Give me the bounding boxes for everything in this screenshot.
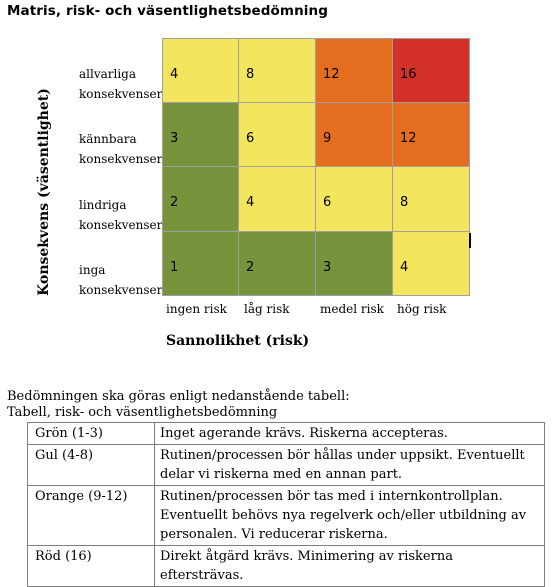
matrix-cell-value: 3 (323, 259, 332, 275)
matrix-cell: 4 (162, 38, 239, 103)
matrix-cell: 3 (316, 231, 393, 296)
legend-description: Rutinen/processen bör tas med i internko… (154, 485, 545, 546)
matrix-cell-value: 6 (323, 195, 332, 210)
row-label-lindriga: lindriga konsekvenser (79, 195, 162, 235)
matrix-cell: 9 (316, 102, 393, 167)
matrix-cell: 4 (393, 231, 470, 296)
legend-description: Direkt åtgärd krävs. Minimering av riske… (154, 545, 545, 587)
matrix-cell-value: 4 (246, 195, 255, 210)
row-label-line: konsekvenser (79, 283, 163, 297)
table-row: Orange (9-12) Rutinen/processen bör tas … (27, 485, 545, 546)
row-label-line: konsekvenser (79, 218, 163, 232)
matrix-cell: 3 (162, 102, 239, 167)
legend-description: Rutinen/processen bör hållas under uppsi… (154, 444, 545, 486)
x-axis-title: Sannolikhet (risk) (166, 333, 310, 349)
text-cursor (469, 233, 471, 248)
row-label-line: kännbara (79, 132, 137, 146)
legend-description: Inget agerande krävs. Riskerna acceptera… (154, 422, 545, 445)
matrix-cell-value: 3 (170, 130, 179, 146)
row-label-kannbara: kännbara konsekvenser (79, 129, 162, 169)
matrix-cell: 12 (316, 38, 393, 103)
intro-line: Bedömningen ska göras enligt nedanståend… (7, 389, 350, 404)
matrix-cell-value: 6 (246, 130, 255, 146)
matrix-cell-value: 2 (170, 195, 179, 210)
legend-table: Grön (1-3) Inget agerande krävs. Riskern… (27, 422, 545, 587)
column-label-ingen-risk: ingen risk (166, 302, 227, 316)
y-axis-title: Konsekvens (väsentlighet) (36, 88, 52, 296)
matrix-cell-value: 12 (323, 67, 340, 82)
matrix-cell: 6 (239, 102, 316, 167)
column-label-hog-risk: hög risk (397, 302, 447, 316)
risk-matrix: 4 8 12 16 3 6 9 12 2 4 6 8 1 2 3 4 (162, 38, 470, 296)
row-label-line: inga (79, 263, 106, 277)
legend-level: Grön (1-3) (27, 422, 155, 445)
row-label-line: lindriga (79, 198, 127, 212)
row-label-line: konsekvenser (79, 152, 163, 166)
matrix-cell: 12 (393, 102, 470, 167)
row-label-allvarliga: allvarliga konsekvenser (79, 64, 162, 104)
table-row: Gul (4-8) Rutinen/processen bör hållas u… (27, 444, 545, 486)
column-label-lag-risk: låg risk (244, 302, 290, 316)
matrix-cell: 6 (316, 167, 393, 232)
row-label-line: konsekvenser (79, 87, 163, 101)
legend-level: Röd (16) (27, 545, 155, 587)
matrix-cell-value: 12 (400, 130, 417, 146)
matrix-cell-value: 8 (400, 195, 409, 210)
matrix-cell: 2 (239, 231, 316, 296)
row-label-inga: inga konsekvenser (79, 260, 162, 300)
matrix-cell-value: 16 (400, 67, 417, 82)
matrix-cell: 4 (239, 167, 316, 232)
column-label-medel-risk: medel risk (320, 302, 384, 316)
matrix-cell-value: 8 (246, 67, 255, 82)
matrix-cell-value: 1 (170, 259, 179, 275)
matrix-cell: 8 (393, 167, 470, 232)
table-caption: Tabell, risk- och väsentlighetsbedömning (7, 405, 278, 420)
matrix-cell-value: 9 (323, 130, 332, 146)
table-row: Grön (1-3) Inget agerande krävs. Riskern… (27, 422, 545, 445)
matrix-cell: 16 (393, 38, 470, 103)
matrix-cell: 1 (162, 231, 239, 296)
page-title: Matris, risk- och väsentlighetsbedömning (7, 3, 329, 19)
row-label-line: allvarliga (79, 67, 137, 81)
legend-level: Gul (4-8) (27, 444, 155, 486)
matrix-cell-value: 4 (170, 67, 179, 82)
matrix-cell-value: 2 (246, 259, 255, 275)
legend-level: Orange (9-12) (27, 485, 155, 546)
table-row: Röd (16) Direkt åtgärd krävs. Minimering… (27, 545, 545, 587)
intro-text: Bedömningen ska göras enligt nedanståend… (7, 389, 350, 421)
matrix-cell-value: 4 (400, 259, 409, 275)
matrix-cell: 8 (239, 38, 316, 103)
matrix-cell: 2 (162, 167, 239, 232)
